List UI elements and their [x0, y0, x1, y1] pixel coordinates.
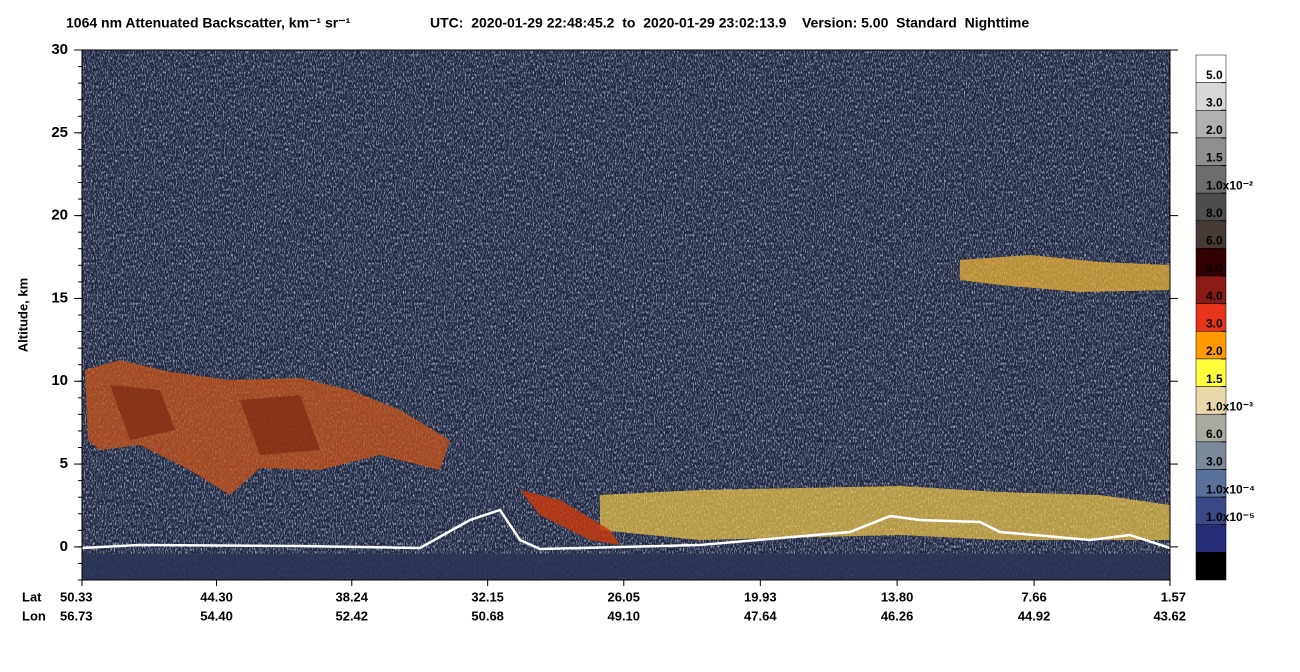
chart-title: 1064 nm Attenuated Backscatter, km⁻¹ sr⁻… — [66, 15, 351, 31]
y-tick-label: 5 — [60, 455, 68, 472]
colorbar-swatch — [1195, 82, 1227, 111]
colorbar-label: 6.0 — [1206, 234, 1223, 248]
y-tick-label: 15 — [51, 289, 68, 306]
colorbar-label: 1.5 — [1206, 372, 1223, 386]
lat-label: 19.93 — [744, 589, 777, 604]
lat-label: 32.15 — [471, 589, 504, 604]
lat-label: 38.24 — [335, 589, 368, 604]
lon-label: 44.92 — [1018, 608, 1051, 623]
colorbar-swatch — [1195, 165, 1227, 194]
colorbar-label: 1.5 — [1206, 151, 1223, 165]
colorbar-swatch — [1195, 331, 1227, 360]
colorbar-label: 3.0 — [1206, 455, 1223, 469]
lat-label: 50.33 — [60, 589, 93, 604]
lon-label: 47.64 — [744, 608, 777, 623]
colorbar-swatch — [1195, 275, 1227, 304]
colorbar-label: 3.0 — [1206, 95, 1223, 109]
lat-label: 13.80 — [881, 589, 914, 604]
lat-label: 26.05 — [607, 589, 640, 604]
y-tick-label: 30 — [51, 41, 68, 58]
colorbar-label: 1.0x10⁻³ — [1206, 399, 1253, 413]
lon-label: 43.62 — [1153, 608, 1186, 623]
y-tick-label: 0 — [60, 538, 68, 555]
colorbar-label: 5.0 — [1206, 261, 1223, 275]
lon-label: 56.73 — [60, 608, 93, 623]
colorbar-swatch — [1195, 413, 1227, 443]
colorbar-swatch — [1195, 110, 1227, 139]
colorbar-swatch — [1195, 441, 1227, 470]
colorbar-swatch — [1195, 386, 1227, 415]
colorbar-label: 1.0x10⁻² — [1206, 178, 1253, 192]
lon-label: 49.10 — [607, 608, 640, 623]
colorbar-label: 2.0 — [1206, 123, 1223, 137]
colorbar-label: 5.0 — [1206, 68, 1223, 82]
colorbar-label: 8.0 — [1206, 206, 1223, 220]
colorbar-swatch — [1195, 524, 1227, 553]
colorbar-swatch — [1195, 54, 1227, 83]
colorbar-swatch — [1195, 358, 1227, 387]
colorbar-swatch — [1195, 192, 1227, 222]
lon-label: 46.26 — [881, 608, 914, 623]
colorbar-swatch — [1195, 469, 1227, 498]
colorbar-label: 4.0 — [1206, 289, 1223, 303]
colorbar-label: 2.0 — [1206, 344, 1223, 358]
lat-label: 44.30 — [200, 589, 233, 604]
lon-label: 52.42 — [335, 608, 368, 623]
x-row-label: Lon — [22, 608, 46, 623]
lon-label: 54.40 — [200, 608, 233, 623]
colorbar-label: 1.0x10⁻⁴ — [1206, 482, 1255, 496]
colorbar-label: 6.0 — [1206, 427, 1223, 441]
y-axis-label: Altitude, km — [15, 278, 30, 352]
colorbar-label: 1.0x10⁻⁵ — [1206, 510, 1255, 524]
chart-subtitle: UTC: 2020-01-29 22:48:45.2 to 2020-01-29… — [430, 15, 1029, 31]
colorbar-swatch — [1195, 220, 1227, 249]
colorbar-label: 3.0 — [1206, 316, 1223, 330]
colorbar: 5.0 3.0 2.0 1.5 1.0x10⁻² 8.0 6.0 5.0 4.0 3.0 2.0 1.… — [1195, 54, 1255, 581]
x-row-label: Lat — [22, 589, 42, 604]
colorbar-swatch — [1195, 552, 1227, 581]
y-tick-label: 10 — [51, 372, 68, 389]
lon-label: 50.68 — [471, 608, 504, 623]
lat-label: 1.57 — [1161, 589, 1186, 604]
colorbar-swatch — [1195, 496, 1227, 525]
colorbar-swatch — [1195, 137, 1227, 166]
colorbar-swatch — [1195, 303, 1227, 332]
y-tick-label: 20 — [51, 207, 68, 224]
lat-label: 7.66 — [1021, 589, 1046, 604]
backscatter-field — [82, 50, 1170, 580]
y-tick-label: 25 — [51, 124, 68, 141]
